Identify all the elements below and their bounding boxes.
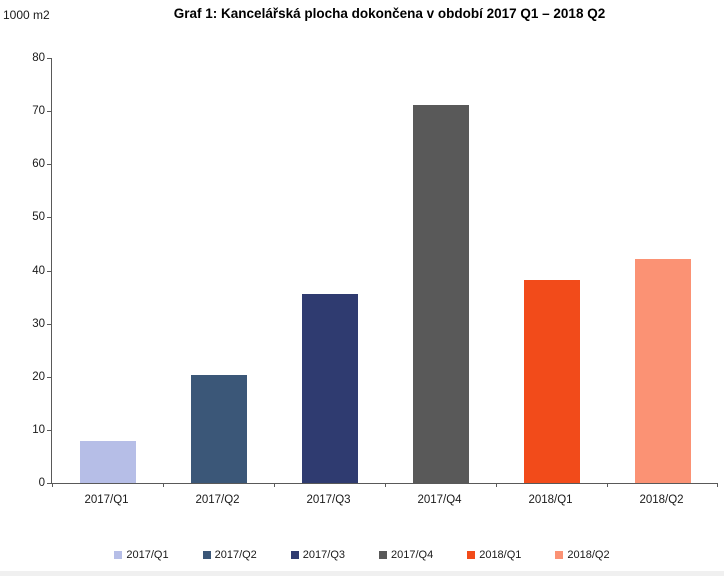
- bar-2017-q2: [190, 374, 247, 483]
- y-tick-mark: [47, 483, 51, 484]
- legend-item-2017-q2: 2017/Q2: [202, 549, 257, 561]
- legend-item-2017-q3: 2017/Q3: [290, 549, 345, 561]
- bar-2018-q2: [634, 259, 691, 483]
- legend-swatch-icon: [379, 551, 387, 559]
- bar-2018-q1: [523, 279, 580, 483]
- x-tick-label: 2017/Q1: [84, 494, 129, 506]
- x-axis-tick-mark: [496, 483, 497, 487]
- x-tick-label: 2017/Q3: [306, 494, 351, 506]
- y-axis-tick-labels: 0 10 20 30 40 50 60 70 80: [0, 52, 45, 489]
- x-tick-label: 2018/Q2: [639, 494, 684, 506]
- y-tick-label: 0: [38, 477, 45, 489]
- x-axis-tick-mark: [607, 483, 608, 487]
- legend-label: 2018/Q2: [567, 549, 610, 561]
- y-tick-label: 30: [32, 317, 45, 330]
- y-tick-mark: [47, 323, 51, 325]
- legend-swatch-icon: [555, 551, 564, 559]
- y-tick-mark: [47, 270, 51, 272]
- legend-item-2017-q1: 2017/Q1: [114, 549, 169, 561]
- y-tick-mark: [47, 58, 51, 59]
- y-tick-mark: [47, 164, 51, 166]
- bar-2017-q1: [79, 440, 136, 483]
- y-tick-label: 70: [32, 105, 45, 118]
- y-tick-label: 80: [32, 52, 45, 64]
- legend-label: 2017/Q4: [391, 549, 434, 561]
- legend-swatch-icon: [290, 551, 299, 559]
- legend-item-2017-q4: 2017/Q4: [379, 549, 433, 561]
- legend-item-2018-q1: 2018/Q1: [467, 549, 521, 561]
- legend-swatch-icon: [114, 551, 123, 559]
- x-tick-label: 2017/Q2: [195, 494, 240, 506]
- x-axis-tick-mark: [717, 483, 718, 487]
- x-axis-tick-mark: [385, 483, 386, 487]
- y-tick-mark: [47, 111, 51, 113]
- legend-label: 2017/Q2: [214, 549, 257, 561]
- x-axis-tick-labels: 2017/Q1 2017/Q2 2017/Q3 2017/Q4 2018/Q1 2018/…: [51, 494, 717, 510]
- y-tick-mark: [47, 217, 51, 219]
- legend-label: 2017/Q3: [302, 549, 345, 561]
- legend-item-2018-q2: 2018/Q2: [555, 549, 610, 561]
- chart-title: Graf 1: Kancelářská plocha dokončena v o…: [173, 6, 606, 21]
- bar-2017-q4: [412, 104, 469, 483]
- y-tick-label: 50: [32, 211, 45, 224]
- y-tick-label: 60: [32, 158, 45, 171]
- x-axis-tick-mark: [52, 483, 53, 487]
- x-tick-label: 2018/Q1: [528, 494, 573, 506]
- x-tick-label: 2017/Q4: [417, 494, 462, 506]
- y-tick-label: 40: [32, 264, 45, 277]
- y-axis-unit-label: 1000 m2: [3, 8, 50, 22]
- bottom-window-strip: [0, 571, 724, 576]
- y-tick-mark: [47, 376, 51, 378]
- legend-label: 2018/Q1: [479, 549, 522, 561]
- y-tick-mark: [47, 429, 51, 431]
- legend-swatch-icon: [202, 551, 211, 559]
- plot-area: [51, 58, 718, 487]
- legend: 2017/Q1 2017/Q2 2017/Q3 2017/Q4 2018/Q1 2018/…: [0, 549, 724, 561]
- x-axis-tick-mark: [274, 483, 275, 487]
- bar-2017-q3: [301, 293, 358, 483]
- legend-swatch-icon: [467, 551, 476, 559]
- x-axis-tick-mark: [163, 483, 164, 487]
- y-tick-label: 10: [32, 423, 45, 436]
- y-tick-label: 20: [32, 370, 45, 383]
- y-axis-tick-marks: [47, 58, 51, 484]
- legend-label: 2017/Q1: [126, 549, 169, 561]
